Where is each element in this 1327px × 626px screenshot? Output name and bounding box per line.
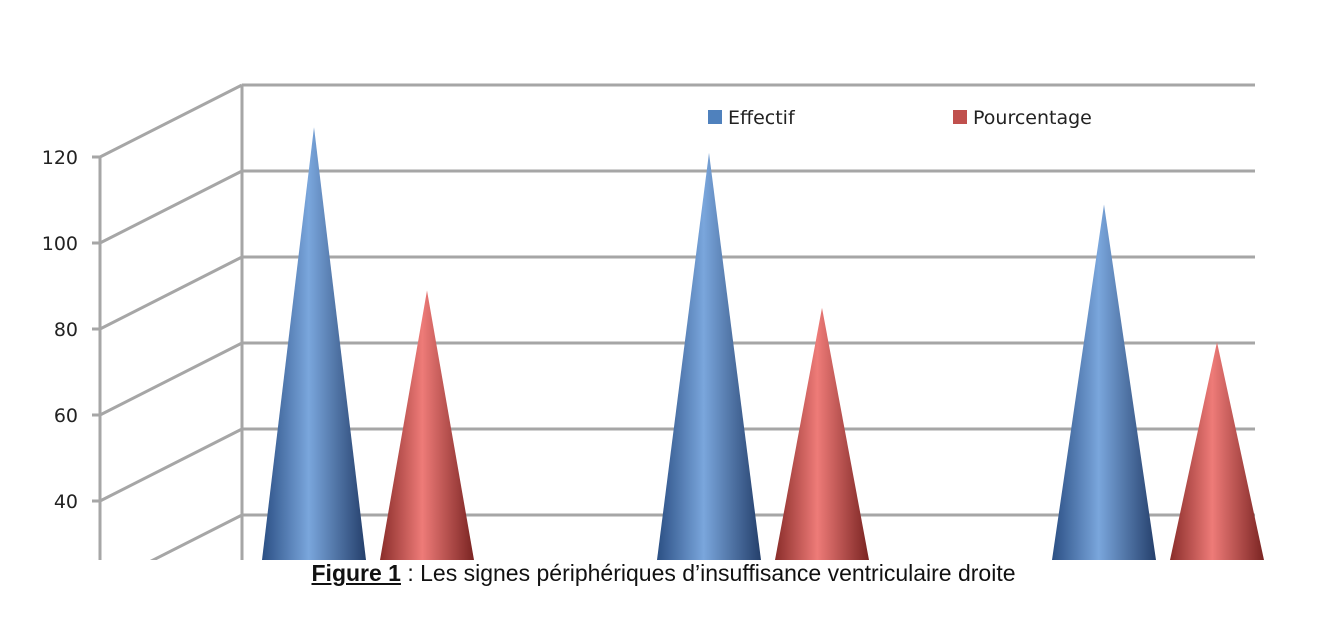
legend-label-pourcentage: Pourcentage xyxy=(973,107,1092,129)
cone-pourcentage-3 xyxy=(1170,342,1264,560)
figure-label: Figure 1 xyxy=(311,560,401,586)
legend-swatch-pourcentage xyxy=(953,110,967,124)
gridline-diagonal-120 xyxy=(99,83,243,159)
cone-pourcentage-1 xyxy=(380,290,474,560)
y-tick-label: 60 xyxy=(54,405,78,427)
gridline-diagonal-80 xyxy=(99,255,243,331)
gridline-diagonal-40 xyxy=(99,427,243,503)
gridline-diagonal-100 xyxy=(99,169,243,245)
gridline-diagonal-20 xyxy=(149,513,243,560)
y-tick-label: 120 xyxy=(42,147,78,169)
legend-label-effectif: Effectif xyxy=(728,107,796,129)
cone-effectif-2 xyxy=(657,152,761,560)
cone-pourcentage-2 xyxy=(775,307,869,560)
y-tick-label: 100 xyxy=(42,233,78,255)
legend-swatch-effectif xyxy=(708,110,722,124)
chart: 40 60 80 100 120 Effectif Pourcentage xyxy=(42,83,1264,560)
legend: Effectif Pourcentage xyxy=(708,107,1092,129)
cone-effectif-1 xyxy=(262,127,366,560)
y-axis: 40 60 80 100 120 xyxy=(42,147,102,560)
figure-caption: Figure 1 : Les signes périphériques d’in… xyxy=(0,560,1327,587)
cone-effectif-3 xyxy=(1052,204,1156,560)
plot-area xyxy=(262,127,1264,560)
figure-caption-text: : Les signes périphériques d’insuffisanc… xyxy=(400,560,1016,586)
y-tick-label: 40 xyxy=(54,491,78,513)
y-tick-label: 80 xyxy=(54,319,78,341)
chart-svg: 40 60 80 100 120 Effectif Pourcentage xyxy=(42,83,1264,560)
gridline-diagonal-60 xyxy=(99,341,243,417)
